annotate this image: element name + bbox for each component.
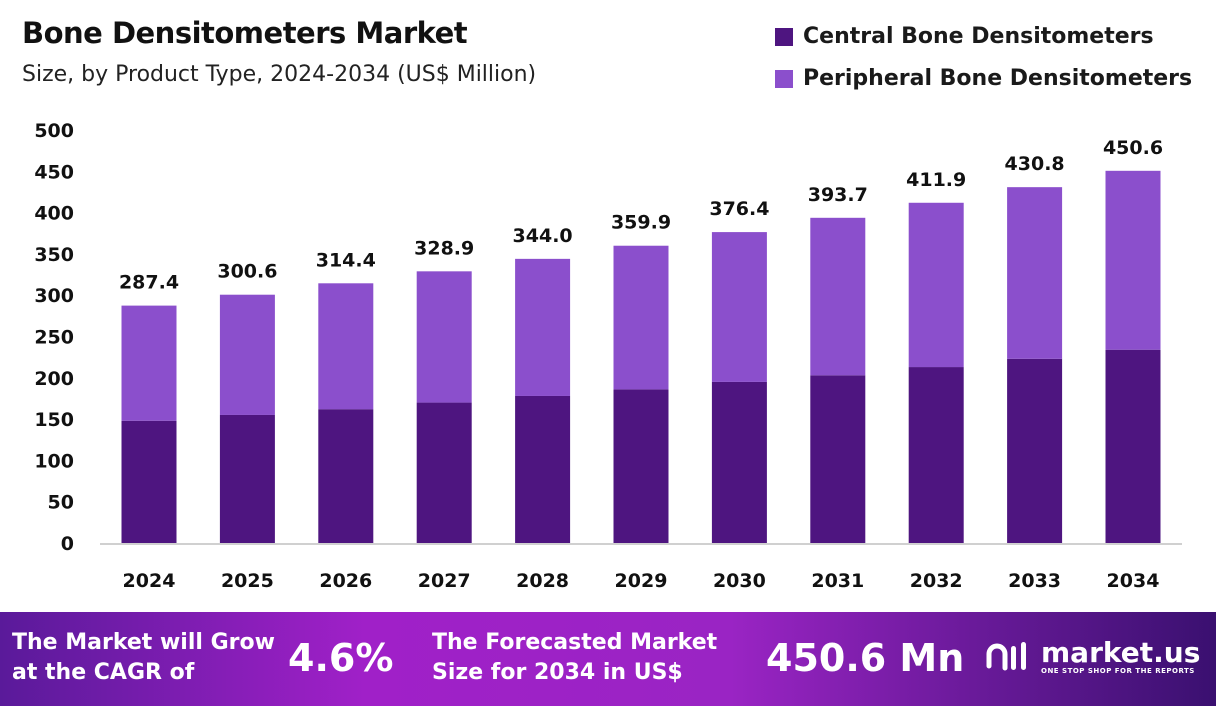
data-label-total: 287.4	[119, 272, 179, 294]
data-label-total: 359.9	[611, 212, 671, 234]
x-tick-label: 2034	[1107, 570, 1160, 592]
legend-item-central: Central Bone Densitometers	[775, 24, 1154, 49]
forecast-text-line1: The Forecasted Market	[432, 630, 718, 655]
cagr-text-line1: The Market will Grow	[12, 630, 275, 655]
legend-swatch-peripheral	[775, 69, 793, 88]
y-tick-label: 350	[34, 244, 74, 266]
y-tick-label: 400	[34, 203, 74, 225]
data-label-total: 450.6	[1103, 137, 1163, 159]
bar-segment-central	[416, 402, 472, 543]
x-tick-label: 2031	[811, 570, 864, 592]
bar-segment-central	[711, 381, 767, 543]
legend-swatch-central	[775, 27, 793, 46]
legend-label-central: Central Bone Densitometers	[803, 24, 1154, 49]
y-tick-label: 450	[34, 161, 74, 183]
stacked-bar-chart: 0 50 100 150 200 250 300 350 400 450 500 287.4 2024 3…	[34, 120, 1182, 592]
bar-segment-peripheral	[219, 294, 275, 415]
data-label-total: 393.7	[808, 184, 868, 206]
logo-name: market.us	[1041, 636, 1201, 669]
bar-segment-peripheral	[416, 271, 472, 403]
forecast-text-line2: Size for 2034 in US$	[432, 660, 683, 685]
x-tick-label: 2024	[123, 570, 176, 592]
data-label-total: 300.6	[217, 261, 277, 283]
bar-segment-peripheral	[318, 283, 374, 410]
data-label-total: 376.4	[709, 198, 769, 220]
cagr-text-line2: at the CAGR of	[12, 660, 195, 685]
bar-segment-peripheral	[810, 217, 866, 376]
x-tick-label: 2030	[713, 570, 766, 592]
x-tick-label: 2028	[516, 570, 569, 592]
data-label-total: 328.9	[414, 237, 474, 259]
bar-segment-peripheral	[711, 232, 767, 382]
legend-label-peripheral: Peripheral Bone Densitometers	[803, 66, 1193, 91]
x-tick-label: 2027	[418, 570, 471, 592]
forecast-value: 450.6 Mn	[766, 636, 965, 680]
x-tick-label: 2032	[910, 570, 963, 592]
data-label-total: 314.4	[316, 249, 376, 271]
bar-segment-central	[908, 367, 964, 543]
y-tick-label: 50	[48, 492, 74, 514]
footer-banner: The Market will Grow at the CAGR of 4.6%…	[0, 612, 1216, 706]
bar-segment-central	[219, 414, 275, 543]
bar-segment-peripheral	[1105, 170, 1161, 350]
data-label-total: 430.8	[1005, 153, 1065, 175]
x-tick-label: 2026	[319, 570, 372, 592]
x-tick-label: 2029	[615, 570, 668, 592]
bar-segment-peripheral	[1007, 187, 1063, 359]
y-tick-label: 300	[34, 285, 74, 307]
y-tick-label: 500	[34, 120, 74, 142]
legend-item-peripheral: Peripheral Bone Densitometers	[775, 66, 1192, 91]
y-tick-label: 150	[34, 409, 74, 431]
y-tick-label: 0	[61, 533, 74, 555]
bar-segment-central	[613, 389, 669, 543]
y-tick-label: 250	[34, 327, 74, 349]
y-tick-label: 100	[34, 450, 74, 472]
market-us-logo: market.us ONE STOP SHOP FOR THE REPORTS	[985, 636, 1200, 675]
bar-segment-central	[1105, 349, 1161, 543]
bar-segment-peripheral	[613, 245, 669, 390]
data-label-total: 344.0	[513, 225, 573, 247]
bar-segment-central	[515, 395, 571, 543]
y-tick-label: 200	[34, 368, 74, 390]
cagr-value: 4.6%	[288, 636, 394, 680]
bar-segment-central	[810, 375, 866, 543]
bar-segment-central	[1007, 358, 1063, 543]
bar-segment-central	[318, 409, 374, 543]
bar-segment-peripheral	[515, 258, 571, 396]
data-label-total: 411.9	[906, 169, 966, 191]
logo-tagline: ONE STOP SHOP FOR THE REPORTS	[1041, 667, 1195, 675]
bar-segment-central	[121, 420, 177, 543]
bar-segment-peripheral	[908, 202, 964, 368]
x-tick-label: 2033	[1008, 570, 1061, 592]
x-tick-label: 2025	[221, 570, 274, 592]
logo-icon	[986, 641, 1026, 670]
chart-title: Bone Densitometers Market	[22, 16, 468, 50]
chart-subtitle: Size, by Product Type, 2024-2034 (US$ Mi…	[22, 62, 537, 87]
bar-segment-peripheral	[121, 305, 177, 421]
